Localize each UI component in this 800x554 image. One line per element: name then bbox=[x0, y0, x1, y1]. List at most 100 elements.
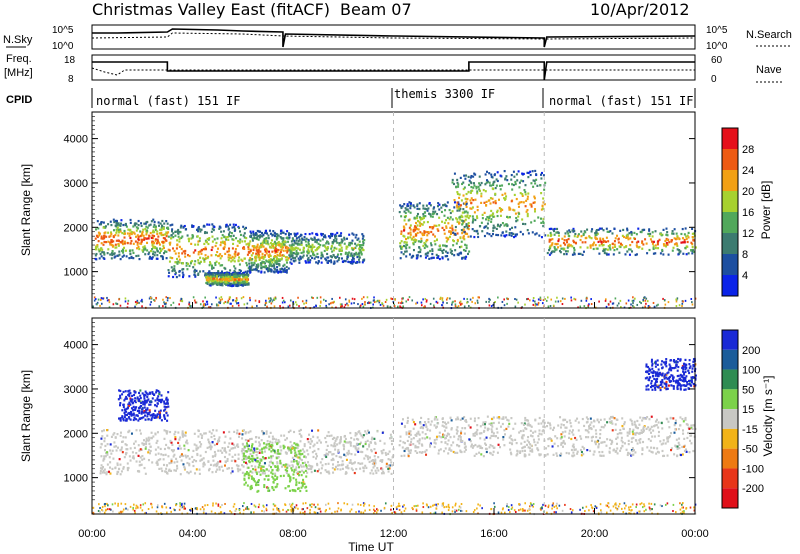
power-cell bbox=[146, 229, 149, 232]
power-cell bbox=[488, 233, 491, 236]
power-cell bbox=[425, 204, 428, 207]
power-cell bbox=[563, 239, 566, 242]
power-cell bbox=[618, 245, 621, 248]
power-cell bbox=[137, 238, 140, 241]
power-cell bbox=[106, 299, 109, 302]
power-cell bbox=[431, 256, 434, 259]
power-cell bbox=[300, 241, 303, 244]
power-cell bbox=[513, 235, 516, 239]
velocity-cell bbox=[369, 441, 372, 444]
power-cell bbox=[182, 226, 185, 229]
power-cell bbox=[345, 247, 348, 250]
power-cell bbox=[569, 244, 572, 247]
velocity-cell bbox=[241, 437, 244, 440]
power-cell bbox=[422, 207, 425, 210]
power-cell bbox=[641, 229, 644, 232]
velocity-cell bbox=[126, 468, 129, 472]
velocity-cell bbox=[247, 477, 250, 480]
power-cell bbox=[130, 231, 133, 234]
power-cell bbox=[321, 233, 324, 236]
velocity-cell bbox=[299, 449, 302, 452]
power-cell bbox=[629, 243, 632, 247]
power-cell bbox=[247, 282, 250, 285]
power-cell bbox=[340, 241, 343, 244]
power-cell bbox=[537, 303, 540, 306]
velocity-cell bbox=[317, 448, 320, 451]
power-cell bbox=[315, 255, 318, 258]
power-cell bbox=[299, 255, 302, 258]
velocity-cell bbox=[271, 438, 274, 441]
velocity-cell bbox=[290, 467, 293, 470]
velocity-cell bbox=[301, 483, 304, 486]
power-cell bbox=[680, 232, 683, 236]
power-cell bbox=[625, 245, 628, 248]
power-cell bbox=[385, 298, 388, 301]
power-cell bbox=[205, 278, 208, 281]
power-cell bbox=[694, 297, 697, 300]
velocity-cell bbox=[348, 461, 351, 464]
velocity-cell bbox=[148, 442, 151, 445]
power-cell bbox=[248, 265, 251, 268]
power-cell bbox=[478, 189, 481, 192]
power-cell bbox=[642, 298, 645, 301]
power-cell bbox=[579, 252, 582, 255]
power-cell bbox=[110, 240, 113, 244]
power-cell bbox=[495, 233, 498, 237]
power-cell bbox=[117, 243, 120, 246]
power-cell bbox=[197, 243, 200, 246]
power-cell bbox=[204, 254, 207, 257]
velocity-cell bbox=[246, 444, 249, 447]
power-cell bbox=[125, 255, 128, 258]
power-cell bbox=[616, 248, 619, 251]
velocity-cell bbox=[131, 451, 134, 454]
power-cell bbox=[586, 297, 588, 300]
power-cell bbox=[216, 304, 218, 307]
velocity-cell bbox=[347, 449, 350, 453]
power-cell bbox=[271, 261, 274, 264]
power-cell bbox=[463, 225, 466, 229]
velocity-cell bbox=[145, 408, 148, 411]
power-cell bbox=[663, 244, 666, 247]
power-cell bbox=[475, 215, 478, 218]
power-cell bbox=[542, 299, 545, 302]
power-cell bbox=[630, 230, 633, 234]
power-cell bbox=[280, 248, 283, 251]
power-cell bbox=[253, 245, 256, 248]
power-cell bbox=[634, 253, 637, 257]
power-cell bbox=[93, 296, 96, 299]
velocity-cell bbox=[146, 407, 149, 410]
power-cell bbox=[464, 232, 467, 235]
velocity-cell bbox=[387, 458, 390, 461]
power-cell bbox=[221, 280, 224, 283]
velocity-cell bbox=[105, 452, 108, 455]
power-cell bbox=[238, 272, 241, 275]
power-cell bbox=[580, 230, 583, 233]
velocity-cell bbox=[258, 461, 261, 464]
power-cell bbox=[447, 222, 450, 225]
power-cell bbox=[534, 208, 537, 211]
velocity-cell bbox=[177, 431, 180, 434]
velocity-cell bbox=[273, 451, 276, 454]
velocity-cell bbox=[132, 457, 135, 460]
power-cell bbox=[217, 273, 220, 277]
power-cell bbox=[194, 301, 197, 304]
velocity-cell bbox=[260, 439, 263, 442]
velocity-cell bbox=[328, 451, 331, 454]
power-cell bbox=[506, 224, 509, 227]
power-cell bbox=[356, 253, 359, 256]
power-cell bbox=[412, 243, 415, 246]
velocity-cell bbox=[197, 446, 200, 449]
velocity-cell bbox=[170, 461, 173, 464]
power-cell bbox=[250, 254, 253, 257]
power-cell bbox=[434, 210, 437, 213]
power-cell bbox=[164, 250, 167, 253]
power-cell bbox=[503, 298, 505, 301]
velocity-cell bbox=[282, 463, 285, 467]
power-cell bbox=[448, 218, 451, 221]
power-cell bbox=[113, 220, 116, 224]
velocity-cell bbox=[272, 477, 275, 480]
velocity-cell bbox=[199, 445, 202, 448]
power-cell bbox=[276, 253, 279, 257]
velocity-cell bbox=[122, 466, 125, 469]
velocity-cell bbox=[250, 437, 253, 440]
